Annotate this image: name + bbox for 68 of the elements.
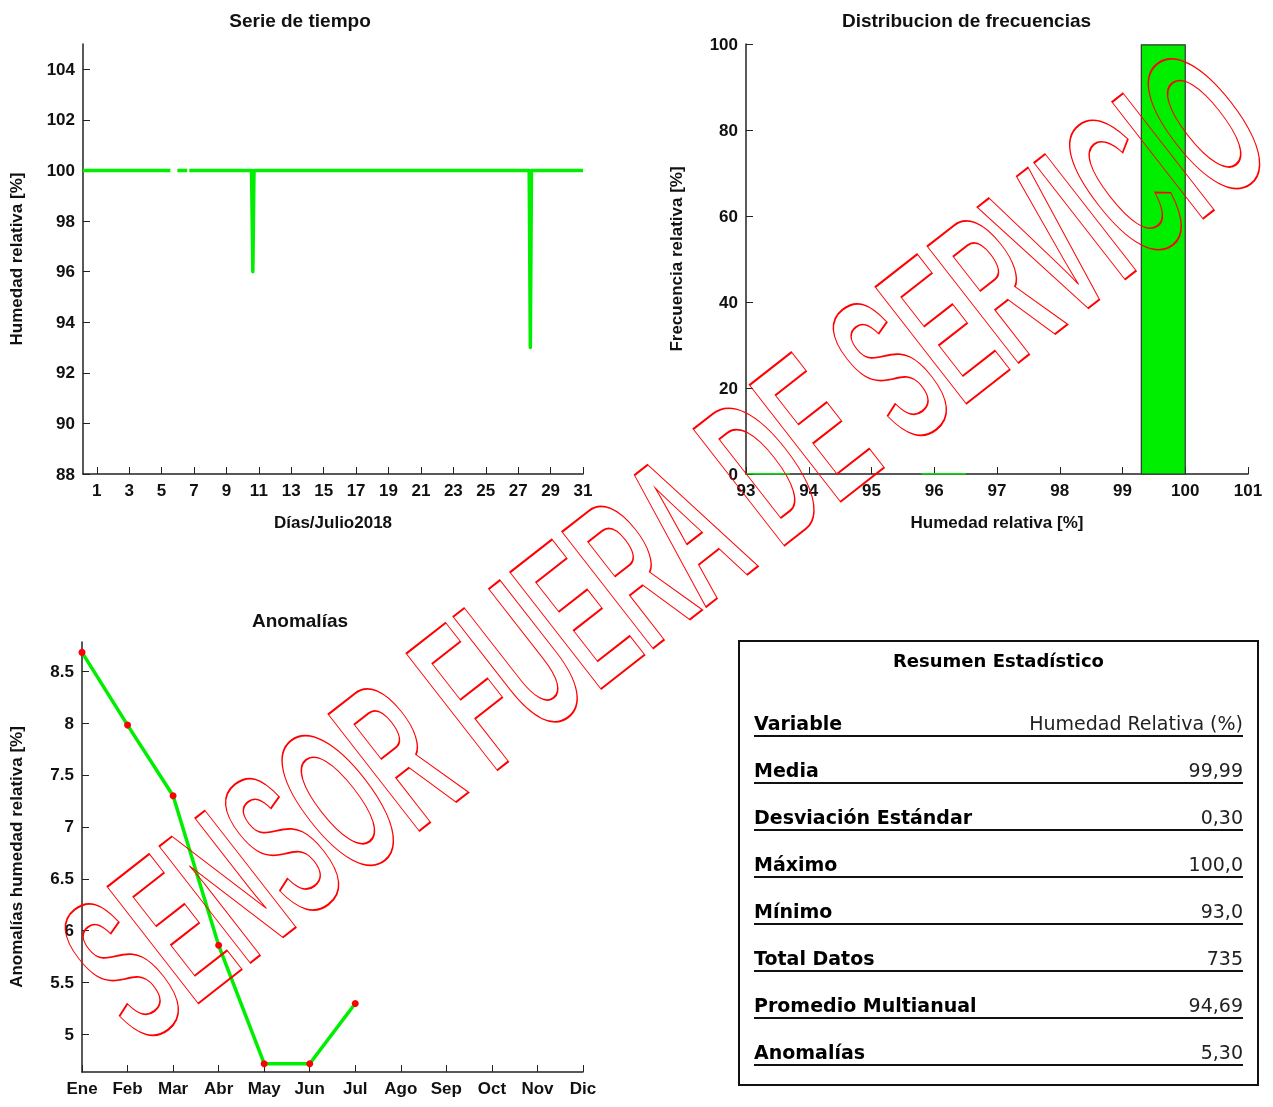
- point: [78, 648, 86, 656]
- x-tick-label: 15: [314, 481, 334, 500]
- y-tick-label: 104: [46, 59, 76, 79]
- text: 0,30: [1200, 806, 1243, 828]
- x-tick-label: 99: [1113, 481, 1132, 500]
- x-tick-label: Feb: [112, 1079, 143, 1098]
- y-tick-label: 94: [56, 312, 76, 332]
- x-tick-label: Ene: [66, 1079, 98, 1098]
- x-axis-title: Humedad relativa [%]: [910, 513, 1084, 532]
- x-tick-label: Jul: [342, 1079, 368, 1098]
- x-tick-label: Abr: [204, 1079, 234, 1098]
- text: 99,99: [1188, 759, 1243, 781]
- text: Humedad Relativa (%): [1029, 712, 1243, 734]
- text: 5,30: [1200, 1041, 1243, 1063]
- x-axis-title: Días/Julio2018: [273, 513, 393, 532]
- x-tick-label: 96: [924, 481, 944, 500]
- text: Mínimo: [754, 900, 833, 922]
- y-tick-label: 102: [46, 110, 75, 130]
- point: [260, 1060, 268, 1068]
- point: [306, 1060, 314, 1068]
- y-tick-label: 90: [56, 413, 75, 433]
- x-tick-label: 13: [281, 481, 301, 500]
- x-tick-label: Mar: [157, 1079, 189, 1098]
- chart-title: Distribucion de frecuencias: [841, 10, 1092, 31]
- x-tick-label: 1: [92, 481, 102, 500]
- text: Resumen Estadístico: [892, 650, 1105, 673]
- x-tick-label: 98: [1050, 481, 1070, 500]
- x-tick-label: 5: [156, 481, 167, 500]
- text: Máximo: [754, 853, 838, 875]
- x-tick-label: 19: [379, 481, 398, 500]
- text: 735: [1206, 947, 1243, 969]
- x-tick-label: 9: [221, 481, 232, 500]
- y-tick-label: 88: [56, 464, 75, 484]
- y-tick-label: 40: [719, 292, 738, 312]
- x-tick-label: May: [247, 1079, 282, 1098]
- x-tick-label: 7: [189, 481, 199, 500]
- y-tick-label: 98: [56, 211, 75, 231]
- x-tick-label: 11: [249, 481, 268, 500]
- text: Total Datos: [754, 947, 875, 969]
- y-axis-title: Frecuencia relativa [%]: [667, 166, 686, 352]
- x-tick-label: Nov: [521, 1079, 555, 1098]
- y-tick-label: 8.5: [50, 661, 74, 681]
- x-tick-label: Dic: [569, 1079, 597, 1098]
- text: Desviación Estándar: [754, 806, 973, 828]
- chart-title: Anomalías: [251, 610, 349, 631]
- x-tick-label: Oct: [477, 1079, 507, 1098]
- x-tick-label: 100: [1171, 481, 1200, 500]
- y-tick-label: 100: [709, 34, 738, 54]
- x-tick-label: 17: [346, 481, 366, 500]
- y-tick-label: 60: [719, 206, 738, 226]
- text: Anomalías: [754, 1041, 866, 1063]
- text: 93,0: [1200, 900, 1243, 922]
- x-tick-label: 97: [987, 481, 1007, 500]
- x-tick-label: 3: [124, 481, 134, 500]
- chart-title: Serie de tiempo: [229, 10, 371, 31]
- text: Promedio Multianual: [754, 994, 977, 1016]
- y-tick-label: 80: [719, 120, 738, 140]
- y-tick-label: 100: [46, 160, 75, 180]
- y-tick-label: 92: [56, 363, 75, 383]
- x-tick-label: Ago: [384, 1079, 418, 1098]
- x-tick-label: Jun: [294, 1079, 325, 1098]
- x-tick-label: 101: [1233, 481, 1263, 500]
- y-axis-title: Humedad relativa [%]: [7, 172, 26, 346]
- y-axis-title: Anomalías humedad relativa [%]: [7, 726, 26, 988]
- y-tick-label: 96: [56, 262, 75, 282]
- text: 94,69: [1188, 994, 1243, 1016]
- x-tick-label: Sep: [430, 1079, 462, 1098]
- text: 100,0: [1188, 853, 1243, 875]
